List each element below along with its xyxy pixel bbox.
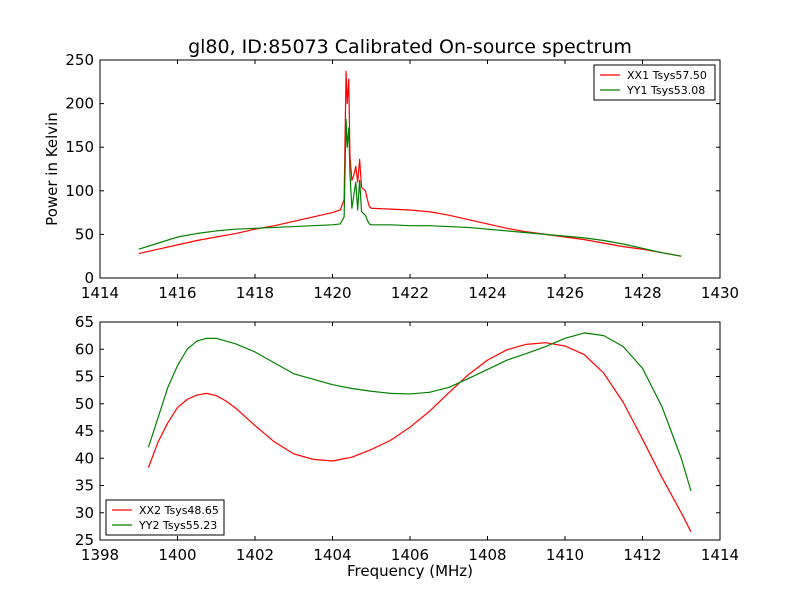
bottom-y-tick-label: 50 [75,395,94,413]
bottom-y-tick-label: 60 [75,340,94,358]
top-panel: Power in Kelvin 1414 1416 1418 1420 1422 1424… [43,51,739,302]
bottom-y-tick-label: 40 [75,449,94,467]
top-legend [593,64,716,101]
top-x-tick-label: 1424 [468,284,506,302]
top-y-tick-label: 100 [65,182,94,200]
bottom-x-tick-label: 1414 [701,546,739,564]
top-x-tick-label: 1416 [158,284,196,302]
chart-title: gl80, ID:85073 Calibrated On-source spec… [188,36,632,58]
bottom-legend-label: XX2 Tsys48.65 [139,504,219,517]
bottom-x-tick-label: 1410 [546,546,584,564]
top-series-yy-line [138,118,682,257]
bottom-y-tick-label: 35 [75,477,94,495]
top-x-tick-label: 1414 [81,284,119,302]
top-x-tick-label: 1428 [623,284,661,302]
top-x-tick-label: 1422 [391,284,429,302]
top-legend-label: YY1 Tsys53.08 [626,84,705,97]
top-y-tick-label: 0 [84,269,94,287]
bottom-y-tick-label: 45 [75,422,94,440]
bottom-x-tick-label: 1412 [623,546,661,564]
bottom-series-xx-line [147,342,692,533]
bottom-series-yy-line [147,332,692,492]
bottom-x-tick-label: 1402 [236,546,274,564]
bottom-legend [105,499,225,536]
bottom-y-tick-label: 30 [75,504,94,522]
bottom-y-tick-label: 55 [75,368,94,386]
top-y-tick-label: 150 [65,138,94,156]
bottom-x-tick-label: 1398 [81,546,119,564]
top-y-tick-label: 250 [65,51,94,69]
bottom-x-tick-label: 1406 [391,546,429,564]
top-x-tick-label: 1426 [546,284,584,302]
bottom-x-axis-label: Frequency (MHz) [347,562,473,580]
bottom-panel: Frequency (MHz) 1398 1400 1402 1404 1406 1408… [75,313,739,580]
top-x-tick-label: 1420 [313,284,351,302]
bottom-x-tick-label: 1400 [158,546,196,564]
bottom-y-tick-label: 65 [75,313,94,331]
top-x-tick-label: 1430 [701,284,739,302]
top-y-tick-label: 50 [75,225,94,243]
bottom-x-tick-label: 1408 [468,546,506,564]
top-y-axis-label: Power in Kelvin [43,112,61,226]
top-y-tick-label: 200 [65,95,94,113]
top-x-tick-label: 1418 [236,284,274,302]
bottom-y-tick-label: 25 [75,531,94,549]
bottom-legend-label: YY2 Tsys55.23 [138,519,217,532]
bottom-x-tick-label: 1404 [313,546,351,564]
top-legend-label: XX1 Tsys57.50 [627,69,707,82]
